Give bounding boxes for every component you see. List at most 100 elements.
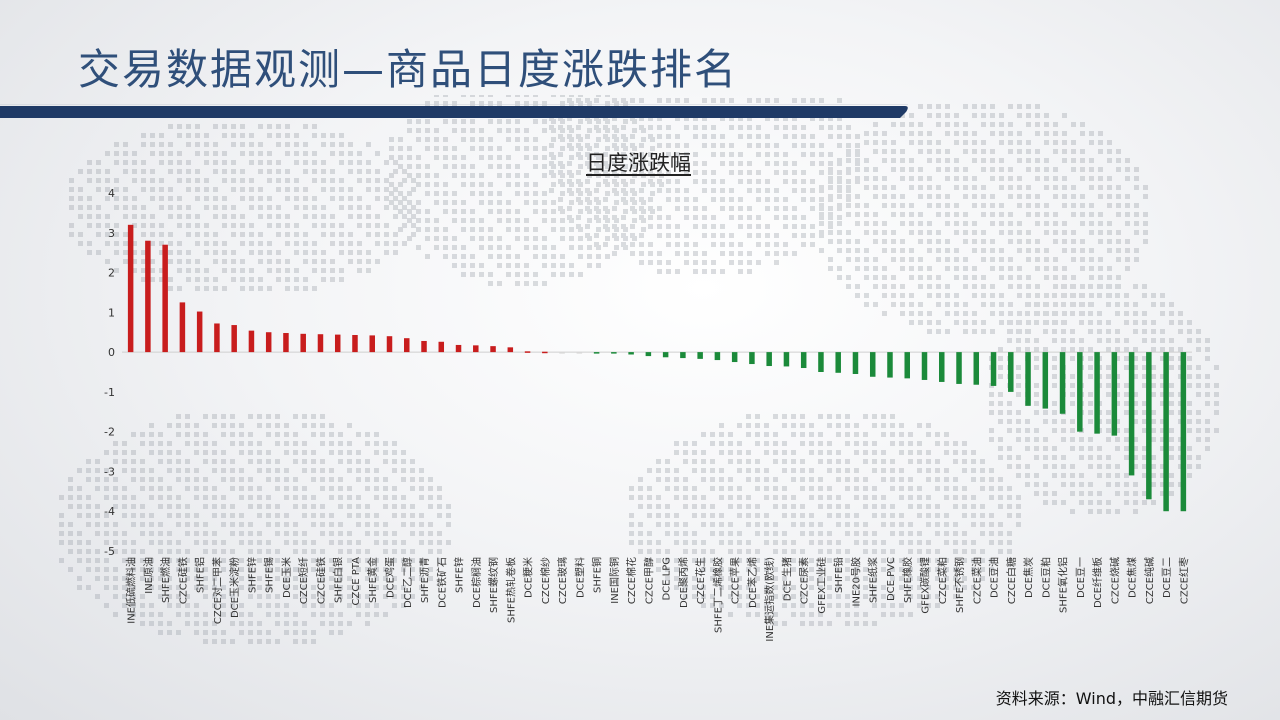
- bar-29: [628, 352, 634, 355]
- header-underline: [0, 104, 908, 118]
- x-tick-label: CZCE苹果: [729, 557, 742, 604]
- x-tick-label: CZCE甲醇: [642, 557, 655, 604]
- x-tick-label: INE20号胶: [849, 557, 862, 606]
- bar-24: [542, 351, 548, 354]
- x-tick-label: CZCE花生: [694, 557, 707, 604]
- x-tick-label: CZCE菜油: [970, 557, 983, 604]
- x-tick-label: CZCE玻璃: [556, 557, 569, 604]
- x-tick-label: CZCE白糖: [1005, 557, 1018, 604]
- bar-11: [317, 334, 324, 353]
- bar-51: [1008, 352, 1014, 392]
- bar-10: [300, 333, 306, 353]
- x-tick-label: INE集运指数(欧线): [763, 557, 776, 642]
- bar-43: [869, 352, 876, 377]
- x-tick-label: SHFE纸浆: [867, 557, 880, 603]
- y-tick-label: 3: [108, 227, 115, 240]
- x-tick-label: DCE豆二: [1161, 557, 1173, 598]
- bar-42: [852, 352, 859, 374]
- bar-38: [783, 352, 790, 367]
- x-tick-label: SHFE铅: [832, 557, 845, 593]
- x-tick-label: SHFE氧化铝: [1057, 557, 1070, 613]
- bar-49: [973, 352, 980, 385]
- x-tick-label: SHFE锡: [263, 557, 276, 593]
- bar-52: [1025, 352, 1031, 406]
- y-tick-label: -1: [104, 386, 115, 399]
- bar-3: [179, 302, 186, 353]
- bar-46: [921, 352, 928, 380]
- y-tick-label: 2: [108, 267, 115, 280]
- x-tick-label: DCE塑料: [573, 557, 586, 598]
- y-tick-label: -2: [104, 426, 115, 439]
- bar-60: [1163, 352, 1169, 512]
- x-tick-label: SHFE沥青: [418, 557, 431, 603]
- x-tick-label: INE低硫燃料油: [125, 557, 138, 624]
- x-tick-label: CZCE硅铁: [314, 557, 327, 604]
- x-tick-label: SHFE白银: [332, 557, 345, 603]
- x-tick-label: CZCE对二甲苯: [211, 557, 224, 624]
- bar-55: [1077, 352, 1083, 432]
- bar-17: [421, 340, 427, 353]
- x-tick-label: SHFE螺纹钢: [487, 557, 500, 613]
- bar-30: [645, 352, 652, 357]
- bar-8: [265, 332, 272, 353]
- x-tick-label: SHFE燃油: [159, 557, 172, 603]
- y-tick-label: 0: [108, 346, 115, 359]
- x-tick-label: CZCE短纤: [297, 557, 310, 604]
- bar-23: [524, 351, 531, 353]
- y-axis: 4 3 2 1 0 -1 -2 -3 -4 -5: [104, 187, 115, 558]
- y-tick-label: 4: [108, 187, 115, 200]
- bar-19: [455, 344, 462, 353]
- x-tick-label: CZCE棉纱: [539, 557, 552, 604]
- bar-37: [766, 352, 772, 367]
- x-tick-label: DCE鸡蛋: [384, 557, 397, 598]
- x-tick-label: DCE铁矿石: [435, 557, 448, 608]
- bar-41: [835, 352, 841, 373]
- bar-7: [248, 330, 255, 353]
- bar-54: [1059, 352, 1066, 414]
- bar-33: [697, 352, 703, 359]
- x-tick-label: DCE棕榈油: [470, 557, 483, 608]
- chart-title: 日度涨跌幅: [586, 151, 691, 175]
- bar-9: [283, 333, 289, 353]
- bar-0: [127, 224, 134, 353]
- bar-6: [231, 325, 237, 353]
- x-tick-label: DCE粳米: [522, 557, 535, 598]
- x-tick-label: DCE纤维板: [1091, 557, 1104, 608]
- x-tick-label: DCE焦煤: [1126, 557, 1139, 598]
- bar-50: [990, 352, 997, 386]
- x-tick-label: SHFE丁二烯橡胶: [711, 557, 724, 633]
- x-tick-label: INE原油: [142, 557, 155, 594]
- bar-59: [1146, 352, 1152, 500]
- bar-34: [714, 352, 721, 361]
- x-tick-label: CZCE烧碱: [1108, 557, 1121, 604]
- x-tick-label: DCE焦炭: [1022, 557, 1035, 598]
- bar-25: [559, 352, 565, 354]
- bar-12: [334, 334, 341, 353]
- y-tick-label: -3: [104, 465, 115, 478]
- x-tick-label: CZCE尿素: [798, 557, 811, 604]
- bar-45: [904, 352, 910, 379]
- x-tick-label: DCE乙二醇: [401, 557, 414, 608]
- bar-39: [800, 352, 807, 369]
- bar-1: [145, 240, 151, 353]
- bar-26: [576, 352, 583, 354]
- bar-14: [369, 335, 375, 353]
- x-tick-label: CZCE棉花: [625, 557, 638, 604]
- bar-28: [611, 352, 617, 354]
- bar-36: [749, 352, 755, 365]
- x-tick-label: DCE PVC: [886, 557, 897, 601]
- source-note: 资料来源：Wind，中融汇信期货: [995, 689, 1228, 708]
- x-tick-label: SHFE锌: [453, 557, 466, 593]
- x-tick-label: DCE苯乙烯: [746, 557, 759, 608]
- x-tick-label: DCE玉米: [280, 557, 293, 598]
- bar-35: [731, 352, 738, 363]
- bar-57: [1111, 352, 1118, 436]
- x-tick-label: DCE LPG: [662, 557, 673, 601]
- bar-48: [956, 352, 962, 384]
- bar-53: [1042, 352, 1049, 409]
- x-tick-labels: INE低硫燃料油 INE原油 SHFE燃油 CZCE硅铁 SHFE铝 CZCE对二甲苯 DC…: [125, 557, 1191, 642]
- bar-16: [404, 338, 410, 353]
- x-tick-label: SHFE橡胶: [901, 557, 914, 603]
- x-tick-label: CZCE PTA: [351, 557, 362, 606]
